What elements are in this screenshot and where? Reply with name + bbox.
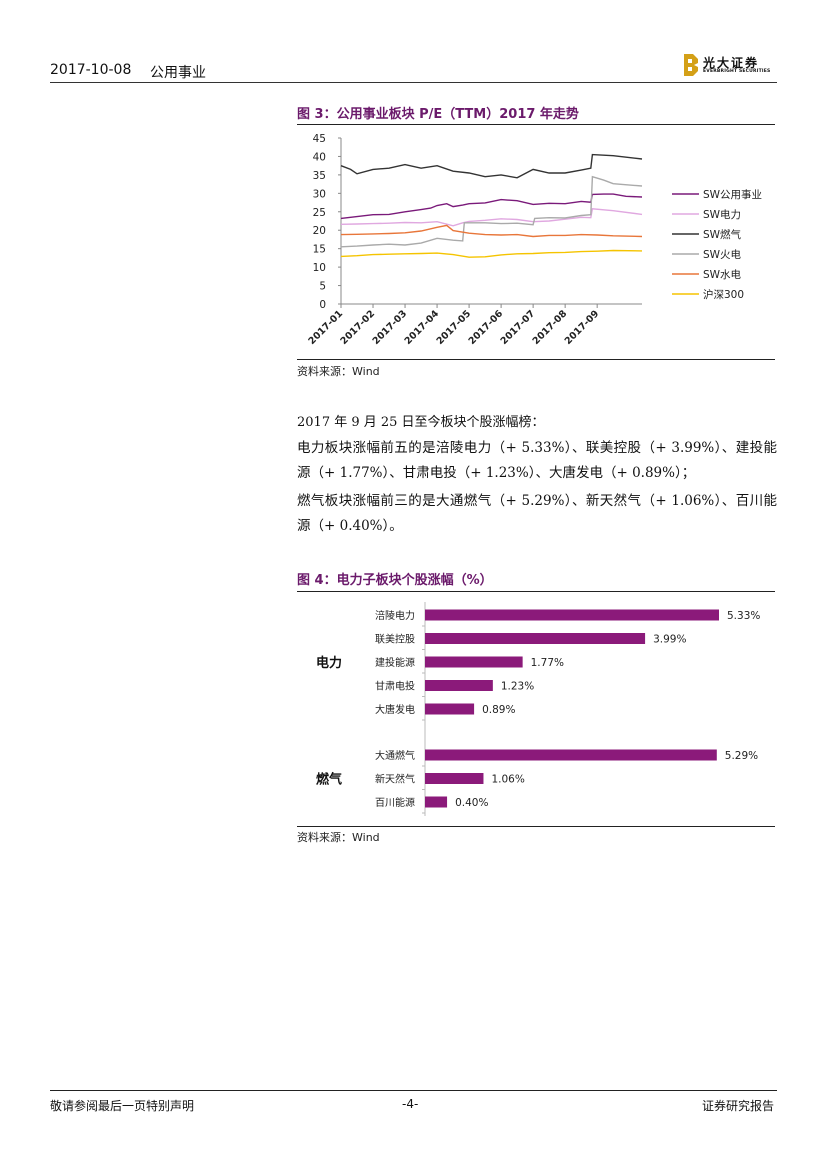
series-line-5 xyxy=(340,224,643,238)
value-label: 1.06% xyxy=(491,774,524,786)
header-date: 2017-10-08 xyxy=(50,62,132,78)
header-divider xyxy=(50,82,777,83)
logo-subtext: EVERBRIGHT SECURITIES xyxy=(703,69,771,74)
value-label: 0.89% xyxy=(482,704,515,716)
bar xyxy=(425,633,646,644)
legend-label: 沪深300 xyxy=(703,288,744,301)
value-label: 3.99% xyxy=(653,634,686,646)
bar xyxy=(425,609,719,621)
value-label: 5.33% xyxy=(727,610,760,622)
figure4-title: 图 4：电力子板块个股涨幅（%） xyxy=(297,573,493,588)
bar xyxy=(425,680,493,691)
header-sector: 公用事业 xyxy=(150,65,206,81)
series-line-1 xyxy=(340,193,643,220)
footer-divider xyxy=(50,1090,777,1091)
category-label: 涪陵电力 xyxy=(375,609,415,622)
category-label: 百川能源 xyxy=(375,796,415,809)
y-tick-label: 0 xyxy=(319,299,326,311)
y-tick-label: 30 xyxy=(313,188,326,200)
page-number: -4- xyxy=(402,1097,419,1111)
logo-text: 光大证券 xyxy=(703,56,760,70)
stock-gain-bar-chart: 涪陵电力 5.33% 联美控股 3.99% 建投能源 1.77% 甘肃电投 1.23% 大唐发电… xyxy=(316,602,760,816)
legend-label: SW火电 xyxy=(703,248,742,261)
figure3-top-rule xyxy=(297,124,775,125)
series-line-4 xyxy=(340,175,643,248)
category-label: 新天然气 xyxy=(375,773,415,786)
figure3-bottom-rule xyxy=(297,359,775,360)
group-label: 电力 xyxy=(316,655,342,671)
footer-disclaimer: 敬请参阅最后一页特别声明 xyxy=(50,1099,195,1113)
y-tick-label: 10 xyxy=(313,262,326,274)
category-label: 联美控股 xyxy=(375,633,415,646)
legend-label: SW电力 xyxy=(703,208,741,221)
figure4-bottom-rule xyxy=(297,826,775,827)
figure4-source: 资料来源：Wind xyxy=(297,831,380,844)
figure3-source: 资料来源：Wind xyxy=(297,365,380,378)
bar xyxy=(425,796,448,808)
y-tick-label: 45 xyxy=(313,133,326,145)
everbright-logo: 光大证券 EVERBRIGHT SECURITIES xyxy=(684,54,779,78)
value-label: 1.23% xyxy=(501,681,534,693)
value-label: 1.77% xyxy=(531,657,564,669)
series-line-6 xyxy=(340,249,643,258)
bar xyxy=(425,703,475,715)
group-label: 燃气 xyxy=(316,772,342,788)
category-label: 大唐发电 xyxy=(375,703,415,716)
y-tick-label: 5 xyxy=(319,281,326,293)
category-label: 大通燃气 xyxy=(375,749,415,762)
legend-label: SW水电 xyxy=(703,268,742,281)
x-tick-label: 2017-09 xyxy=(563,308,602,347)
gas-gainers-paragraph: 燃气板块涨幅前三的是大通燃气（+ 5.29%）、新天然气（+ 1.06%）、百川… xyxy=(297,493,777,534)
y-tick-label: 25 xyxy=(313,207,326,219)
everbright-logo-icon xyxy=(684,54,698,76)
series-line-3 xyxy=(340,153,643,179)
series-line-2 xyxy=(340,208,643,227)
y-tick-label: 40 xyxy=(313,151,326,163)
value-label: 0.40% xyxy=(455,797,488,809)
bar xyxy=(425,656,523,668)
value-label: 5.29% xyxy=(725,750,758,762)
gainers-intro: 2017 年 9 月 25 日至今板块个股涨幅榜： xyxy=(297,415,545,430)
report-type: 证券研究报告 xyxy=(702,1099,775,1113)
legend-label: SW燃气 xyxy=(703,228,742,241)
bar xyxy=(425,773,484,784)
y-tick-label: 20 xyxy=(313,225,326,237)
figure3-title: 图 3：公用事业板块 P/E（TTM）2017 年走势 xyxy=(297,107,579,122)
y-tick-label: 15 xyxy=(313,244,326,256)
pe-line-chart: 0510152025303540452017-012017-022017-032… xyxy=(307,133,763,347)
legend-label: SW公用事业 xyxy=(703,188,762,201)
category-label: 建投能源 xyxy=(375,656,415,669)
y-tick-label: 35 xyxy=(313,170,326,182)
power-gainers-paragraph: 电力板块涨幅前五的是涪陵电力（+ 5.33%）、联美控股（+ 3.99%）、建投… xyxy=(297,440,777,481)
bar xyxy=(425,749,717,761)
category-label: 甘肃电投 xyxy=(375,680,415,693)
figure4-top-rule xyxy=(297,591,775,592)
